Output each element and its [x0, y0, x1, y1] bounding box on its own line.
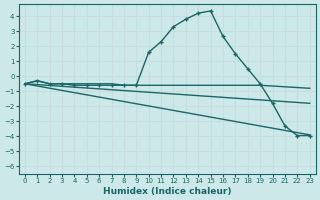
X-axis label: Humidex (Indice chaleur): Humidex (Indice chaleur)	[103, 187, 232, 196]
